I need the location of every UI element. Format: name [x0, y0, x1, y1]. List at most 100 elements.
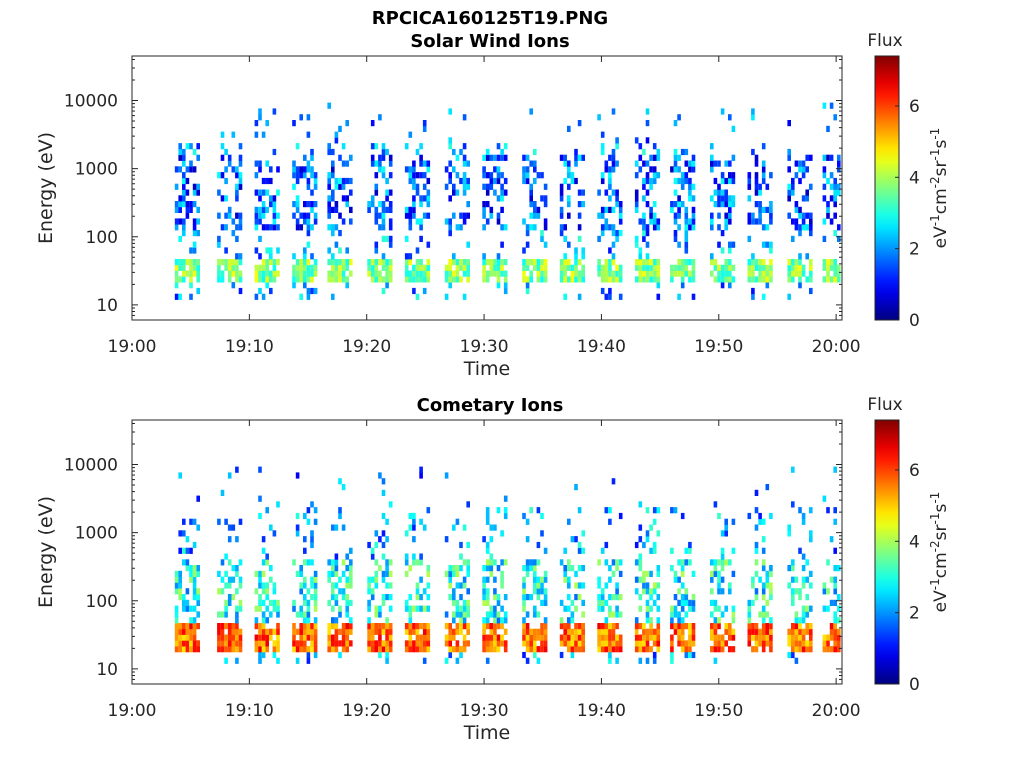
panel1-cell: [349, 270, 353, 277]
panel2-cell: [540, 634, 544, 641]
panel1-cell: [787, 264, 791, 271]
panel1-cell: [217, 270, 221, 277]
panel2-cell: [765, 484, 770, 491]
panel1-cell: [731, 125, 736, 132]
panel1-cell: [559, 230, 564, 237]
panel2-cell: [805, 594, 809, 601]
panel1-cell: [338, 183, 342, 190]
panel2-cell: [174, 623, 179, 630]
panel1-cell: [634, 206, 639, 213]
panel2-cell: [295, 611, 300, 618]
panel2-cell: [466, 570, 470, 577]
panel2-cell: [604, 617, 609, 624]
panel2-cell: [272, 582, 277, 589]
panel1-cell: [217, 259, 221, 266]
panel2-cell: [747, 599, 752, 606]
panel1-cell: [385, 282, 389, 289]
panel2-cell: [645, 657, 650, 664]
panel2-cell: [801, 617, 806, 624]
panel2-cell: [600, 547, 605, 554]
panel2-cell: [833, 617, 837, 624]
panel2-cell: [459, 623, 463, 630]
panel1-cell: [182, 183, 186, 190]
panel1-cell: [374, 218, 379, 225]
panel2-cell: [254, 588, 259, 595]
panel2-cell: [522, 594, 526, 601]
panel2-cell: [500, 530, 504, 537]
panel2-cell: [525, 640, 530, 647]
panel2-cell: [367, 634, 371, 641]
panel1-cell: [254, 189, 259, 196]
panel1-cell: [227, 264, 232, 271]
panel1-cell: [448, 224, 452, 231]
panel2-cell: [680, 617, 685, 624]
panel1-ylabel: Energy (eV): [35, 132, 57, 244]
panel1-cell: [419, 276, 423, 283]
panel1-cell: [381, 148, 386, 156]
panel2-cell: [604, 646, 609, 653]
panel2-cell: [570, 646, 575, 653]
panel2-cell: [670, 646, 674, 653]
panel2-cell: [543, 599, 548, 606]
panel2-cell: [670, 605, 674, 612]
panel1-xtick-label: 19:30: [460, 337, 509, 357]
panel1-cell: [500, 154, 504, 161]
panel2-cell: [688, 646, 692, 653]
panel2-cell: [299, 634, 303, 641]
panel2-cell: [327, 559, 331, 566]
panel2-cell: [801, 518, 806, 525]
panel2-cell: [493, 559, 497, 566]
panel2-cell: [608, 657, 612, 664]
panel1-cell: [334, 206, 339, 213]
panel1-cell: [829, 172, 834, 179]
panel2-cell: [485, 588, 490, 595]
panel1-cell: [533, 160, 537, 167]
panel2-cell: [299, 646, 303, 653]
panel2-cell: [710, 576, 714, 583]
panel1-cell: [265, 160, 269, 167]
panel1-cell: [370, 154, 375, 161]
panel1-cell: [677, 166, 681, 173]
panel2-cell: [349, 599, 353, 606]
panel1-cell: [331, 148, 335, 156]
panel2-cell: [261, 536, 266, 543]
panel1-cell: [525, 259, 530, 266]
panel1-cell: [543, 195, 548, 202]
panel2-cell: [791, 623, 795, 630]
panel1-cell: [673, 160, 678, 167]
panel2-cell: [313, 582, 318, 589]
panel2-cell: [829, 646, 834, 653]
panel2-cell: [227, 599, 232, 606]
panel2-cell: [809, 536, 813, 543]
panel2-cell: [272, 651, 277, 659]
panel2-cell: [536, 611, 541, 618]
panel2-cell: [765, 634, 770, 641]
panel1-cell: [765, 241, 770, 248]
panel1-cell: [597, 264, 601, 271]
panel2-cell: [543, 547, 548, 554]
panel2-cell: [448, 576, 452, 583]
panel1-cell: [388, 160, 393, 167]
panel2-cell: [272, 530, 277, 537]
panel2-cell: [276, 611, 280, 618]
panel1-cell: [652, 276, 657, 283]
panel1-cell: [829, 276, 834, 283]
panel1-cell: [412, 195, 416, 202]
panel1-cell: [292, 282, 296, 289]
panel2-cell: [404, 628, 409, 635]
panel2-cell: [761, 518, 766, 525]
panel2-cell: [455, 623, 460, 630]
panel1-cell: [688, 183, 692, 190]
panel1-cell: [338, 177, 342, 185]
panel2-cell: [761, 634, 766, 641]
panel2-cell: [334, 628, 339, 635]
panel1-cell: [826, 125, 830, 132]
panel2-cell: [334, 565, 339, 572]
panel1-cell: [178, 235, 182, 242]
panel2-cell: [525, 570, 530, 577]
panel2-cell: [303, 576, 307, 583]
panel2-cell: [313, 594, 318, 601]
panel2-cell: [426, 634, 431, 641]
panel2-cell: [182, 634, 186, 641]
panel1-cell: [761, 264, 766, 271]
